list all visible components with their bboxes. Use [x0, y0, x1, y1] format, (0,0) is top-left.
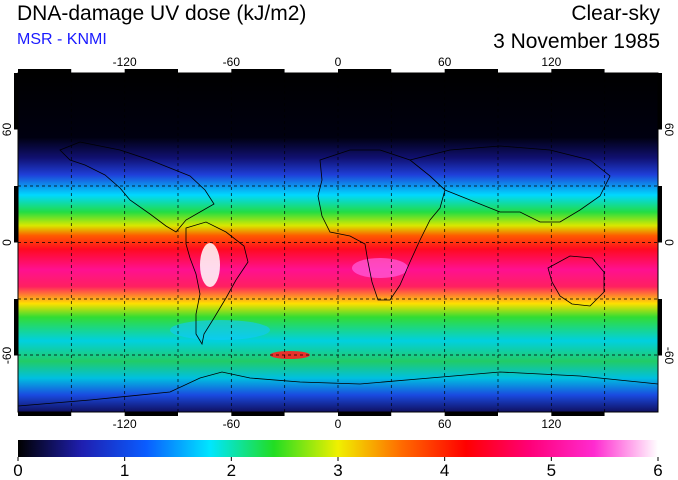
frame-right-segment [658, 186, 662, 243]
southern-africa-hotspot [352, 258, 408, 278]
frame-top-segment [231, 69, 285, 73]
asia-coast [409, 145, 611, 223]
frame-right-segment [658, 299, 662, 356]
frame-bottom-segment [338, 412, 392, 416]
colorbar [18, 440, 658, 457]
colorbar-label: 2 [227, 461, 236, 480]
lat-tick-left: -60 [0, 347, 14, 365]
frame-left-segment [14, 186, 18, 243]
lon-tick-bottom: 120 [541, 417, 561, 431]
frame-top-segment [551, 69, 605, 73]
map-title: DNA-damage UV dose (kJ/m2) [17, 2, 307, 25]
frame-bottom-segment [231, 412, 285, 416]
frame-top-segment [444, 69, 498, 73]
lon-tick-bottom: 60 [438, 417, 452, 431]
antarctica-coast [17, 371, 659, 407]
colorbar-label: 0 [13, 461, 22, 480]
colorbar-labels: 0 1 2 3 4 5 6 [13, 457, 663, 480]
lat-tick-left: 0 [0, 239, 14, 246]
frame-top-segment [71, 69, 125, 73]
lon-tick-bottom: 0 [335, 417, 342, 431]
lat-tick-right: 60 [662, 123, 676, 137]
date-label: 3 November 1985 [493, 30, 660, 53]
lon-tick-bottom: -120 [113, 417, 137, 431]
frame-bottom-segment [18, 412, 72, 416]
frame-top-segment [178, 69, 232, 73]
frame-right-segment [658, 242, 662, 299]
frame-bottom-segment [391, 412, 445, 416]
frame-top-segment [124, 69, 178, 73]
frame-left-segment [14, 73, 18, 130]
frame-right-segment [658, 129, 662, 186]
frame-right-segment [658, 73, 662, 130]
lon-tick-bottom: -60 [223, 417, 241, 431]
source-label: MSR - KNMI [17, 31, 107, 48]
graticule [18, 73, 658, 412]
frame-bottom-segment [551, 412, 605, 416]
frame-bottom-segment [498, 412, 552, 416]
lat-tick-left: 60 [0, 123, 14, 137]
lat-tick-right: 0 [662, 239, 676, 246]
lon-tick-top: -60 [223, 55, 241, 69]
frame-bottom-segment [178, 412, 232, 416]
map-frame [14, 69, 662, 416]
colorbar-label: 1 [120, 461, 129, 480]
colorbar-label: 3 [333, 461, 342, 480]
tick-labels: -120 -120 -60 -60 0 0 60 60 120 120 60 60 0 0 -60 -60 [0, 55, 676, 431]
frame-bottom-segment [284, 412, 338, 416]
map-border [17, 72, 659, 413]
colorbar-label: 6 [653, 461, 662, 480]
coastlines [17, 141, 659, 407]
frame-left-segment [14, 242, 18, 299]
sky-condition-label: Clear-sky [571, 2, 660, 25]
frame-left-segment [14, 299, 18, 356]
lat-tick-right: -60 [662, 347, 676, 365]
lon-tick-top: 60 [438, 55, 452, 69]
colorbar-label: 4 [440, 461, 449, 480]
frame-top-segment [338, 69, 392, 73]
frame-top-segment [18, 69, 72, 73]
frame-right-segment [658, 355, 662, 412]
frame-bottom-segment [71, 412, 125, 416]
frame-top-segment [498, 69, 552, 73]
lon-tick-top: 0 [335, 55, 342, 69]
frame-left-segment [14, 355, 18, 412]
andes-hotspot [200, 243, 220, 287]
south-america-coast [185, 221, 249, 346]
frame-top-segment [391, 69, 445, 73]
lon-tick-top: -120 [113, 55, 137, 69]
north-america-coast [59, 141, 215, 233]
southern-ocean-band [170, 320, 270, 340]
frame-top-segment [604, 69, 658, 73]
frame-left-segment [14, 129, 18, 186]
lon-tick-top: 120 [541, 55, 561, 69]
frame-bottom-segment [124, 412, 178, 416]
frame-bottom-segment [444, 412, 498, 416]
colorbar-label: 5 [547, 461, 556, 480]
frame-top-segment [284, 69, 338, 73]
frame-bottom-segment [604, 412, 658, 416]
